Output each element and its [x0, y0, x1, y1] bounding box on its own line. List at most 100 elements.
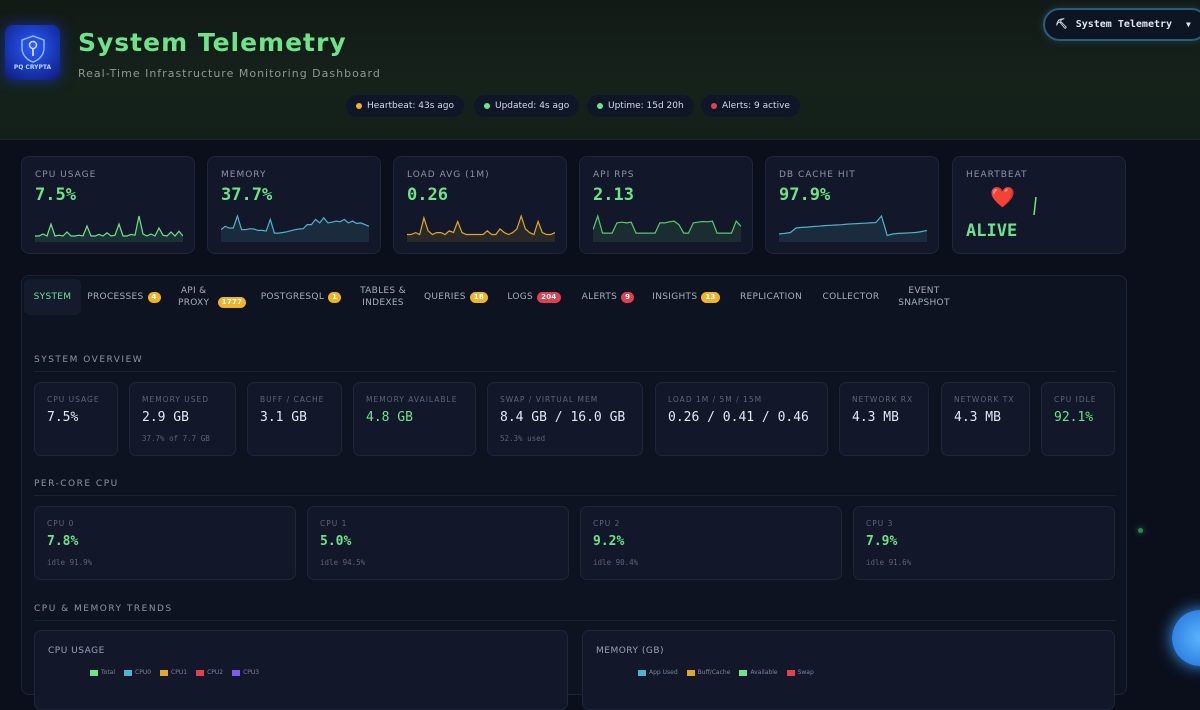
metric-label: API RPS — [593, 170, 635, 180]
metric-value: 7.5% — [35, 185, 76, 205]
header: PQ CRYPTA System Telemetry Real-Time Inf… — [0, 0, 1200, 140]
stat-value: 92.1% — [1054, 410, 1094, 425]
core-label: CPU 0 — [47, 519, 75, 528]
legend-item[interactable]: Buff/Cache — [686, 669, 730, 676]
assistant-button[interactable] — [1172, 610, 1200, 666]
main-panel: SYSTEM PROCESSES 4 API & PROXY 1777 POSTGR… — [21, 275, 1127, 710]
metric-card-heartbeat: HEARTBEAT ❤️ ALIVE — [952, 156, 1126, 254]
tab-api-proxy[interactable]: API & PROXY 1777 — [172, 279, 248, 315]
tab-label: QUERIES — [423, 292, 466, 302]
memory-sparkline — [221, 214, 369, 242]
sparkline-area — [593, 216, 741, 242]
legend-item[interactable]: Total — [90, 669, 115, 676]
tab-badge: 13 — [701, 291, 720, 303]
tab-badge: 1777 — [217, 296, 247, 308]
tab-label: SYSTEM — [33, 292, 72, 302]
legend-item[interactable]: Available — [739, 669, 778, 676]
stat-value: 0.26 / 0.41 / 0.46 — [668, 410, 809, 425]
stat-label: SWAP / VIRTUAL MEM — [500, 395, 599, 404]
tab-label: REPLICATION — [739, 292, 803, 302]
tab-system[interactable]: SYSTEM — [24, 279, 81, 315]
legend-item[interactable]: Swap — [786, 669, 814, 676]
status-dot-icon — [356, 103, 362, 109]
metric-card-load: LOAD AVG (1M) 0.26 — [393, 156, 567, 254]
tab-insights[interactable]: INSIGHTS 13 — [650, 279, 722, 315]
logo[interactable]: PQ CRYPTA — [5, 25, 60, 80]
stat-card: LOAD 1M / 5M / 15M 0.26 / 0.41 / 0.46 — [655, 382, 828, 456]
stat-value: 4.3 MB — [852, 410, 899, 425]
tab-badge: 18 — [469, 291, 489, 303]
legend-item[interactable]: CPU1 — [160, 669, 187, 676]
core-idle: idle 91.6% — [866, 558, 912, 567]
tab-badge: 9 — [621, 291, 635, 303]
metric-label: LOAD AVG (1M) — [407, 170, 490, 180]
stat-value: 2.9 GB — [142, 410, 189, 425]
db-cache-sparkline — [779, 214, 927, 242]
core-value: 9.2% — [593, 534, 625, 549]
sparkline-area — [779, 216, 927, 242]
metric-value: 2.13 — [593, 185, 634, 205]
tab-alerts[interactable]: ALERTS 9 — [578, 279, 638, 315]
legend-item[interactable]: CPU2 — [196, 669, 223, 676]
tab-label: POSTGRESQL — [260, 292, 325, 302]
sparkline-area — [407, 216, 555, 242]
stat-sub: 52.3% used — [500, 434, 546, 443]
metric-value: 97.9% — [779, 185, 831, 205]
stat-card: NETWORK TX 4.3 MB — [941, 382, 1030, 456]
stat-label: CPU IDLE — [1054, 395, 1097, 404]
core-card: CPU 3 7.9% idle 91.6% — [853, 506, 1115, 580]
tab-queries[interactable]: QUERIES 18 — [420, 279, 492, 315]
tab-label: ALERTS — [581, 292, 618, 302]
legend-item[interactable]: CPU3 — [232, 669, 259, 676]
heartbeat-status: ALIVE — [966, 221, 1018, 241]
legend-item[interactable]: CPU0 — [124, 669, 151, 676]
chart-title: CPU USAGE — [48, 646, 105, 656]
heartbeat-pill: Heartbeat: 43s ago — [346, 95, 464, 117]
tab-badge: 1 — [328, 291, 342, 303]
stat-sub: 37.7% of 7.7 GB — [142, 434, 210, 443]
core-label: CPU 2 — [593, 519, 621, 528]
stat-card: MEMORY AVAILABLE 4.8 GB — [353, 382, 476, 456]
status-dot-icon — [597, 103, 603, 109]
tab-logs[interactable]: LOGS 204 — [504, 279, 564, 315]
metric-card-api-rps: API RPS 2.13 — [579, 156, 753, 254]
tab-postgresql[interactable]: POSTGRESQL 1 — [258, 279, 344, 315]
legend-item[interactable]: App Used — [638, 669, 678, 676]
tab-label: PROCESSES — [87, 292, 144, 302]
tab-tables-indexes[interactable]: TABLES & INDEXES — [354, 279, 412, 315]
stat-card: BUFF / CACHE 3.1 GB — [247, 382, 342, 456]
stat-value: 4.3 MB — [954, 410, 1001, 425]
tab-processes[interactable]: PROCESSES 4 — [86, 279, 162, 315]
stat-card: NETWORK RX 4.3 MB — [839, 382, 929, 456]
stat-value: 4.8 GB — [366, 410, 413, 425]
page-subtitle: Real-Time Infrastructure Monitoring Dash… — [78, 67, 381, 80]
metric-value: 37.7% — [221, 185, 273, 205]
sparkline-area — [221, 216, 369, 242]
stat-card: CPU IDLE 92.1% — [1041, 382, 1115, 456]
tab-badge: 204 — [537, 291, 561, 303]
uptime-pill: Uptime: 15d 20h — [587, 95, 694, 117]
core-idle: idle 91.9% — [47, 558, 93, 567]
robot-icon: ⛏ — [1055, 19, 1068, 30]
metric-card-db-cache: DB CACHE HIT 97.9% — [765, 156, 939, 254]
tab-replication[interactable]: REPLICATION — [736, 279, 806, 315]
stat-label: MEMORY AVAILABLE — [366, 395, 458, 404]
metric-card-memory: MEMORY 37.7% — [207, 156, 381, 254]
core-card: CPU 2 9.2% idle 90.4% — [580, 506, 842, 580]
tab-collector[interactable]: COLLECTOR — [819, 279, 883, 315]
stat-label: CPU USAGE — [47, 395, 100, 404]
pill-label: Alerts: 9 active — [722, 101, 790, 111]
core-card: CPU 1 5.0% idle 94.5% — [307, 506, 569, 580]
chart-legend: App Used Buff/Cache Available Swap — [638, 669, 814, 676]
alerts-pill[interactable]: Alerts: 9 active — [701, 95, 800, 117]
stat-label: BUFF / CACHE — [260, 395, 325, 404]
core-value: 5.0% — [320, 534, 352, 549]
page-selector-dropdown[interactable]: ⛏ System Telemetry ▼ — [1043, 8, 1200, 41]
stat-value: 8.4 GB / 16.0 GB — [500, 410, 626, 425]
tab-event-snapshot[interactable]: EVENT SNAPSHOT — [892, 279, 956, 315]
pill-label: Heartbeat: 43s ago — [367, 101, 454, 111]
status-dot-icon — [711, 103, 717, 109]
metric-label: HEARTBEAT — [966, 170, 1028, 180]
section-title: PER-CORE CPU — [34, 479, 1116, 496]
pill-label: Updated: 4s ago — [495, 101, 570, 111]
